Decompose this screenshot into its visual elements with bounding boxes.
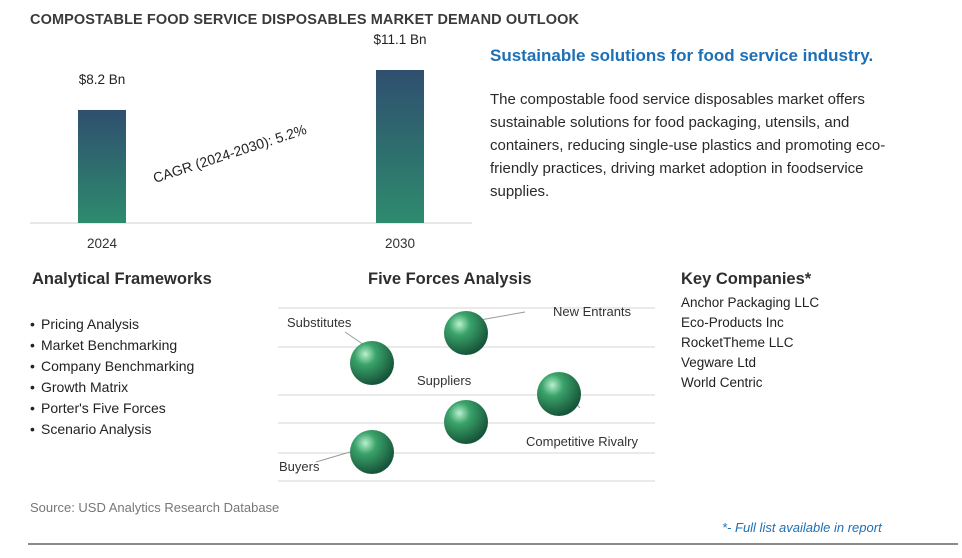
company-item: RocketTheme LLC (681, 335, 794, 350)
five-forces-diagram: Substitutes New Entrants Suppliers Compe… (278, 304, 655, 482)
bullet-icon: • (30, 316, 35, 332)
summary-description: The compostable food service disposables… (490, 91, 886, 200)
x-tick-label-2024: 2024 (87, 236, 118, 251)
competitive-rivalry-label: Competitive Rivalry (526, 434, 638, 449)
bullet-icon: • (30, 337, 35, 353)
framework-item: • Porter's Five Forces (30, 398, 194, 419)
substitutes-label: Substitutes (287, 315, 352, 330)
frameworks-heading: Analytical Frameworks (32, 270, 212, 288)
framework-item: • Pricing Analysis (30, 314, 194, 335)
framework-item: • Company Benchmarking (30, 356, 194, 377)
bar-2030 (376, 70, 424, 223)
new-entrants-sphere (444, 311, 488, 355)
bullet-icon: • (30, 400, 35, 416)
buyers-sphere (350, 430, 394, 474)
suppliers-sphere (537, 372, 581, 416)
bar-2024 (78, 109, 126, 223)
suppliers-label: Suppliers (417, 373, 472, 388)
bullet-icon: • (30, 379, 35, 395)
page-title: COMPOSTABLE FOOD SERVICE DISPOSABLES MAR… (30, 12, 580, 28)
company-item: Vegware Ltd (681, 355, 757, 370)
company-item: World Centric (681, 375, 763, 390)
market-bar-chart: $8.2 Bn $11.1 Bn 2024 2030 CAGR (2024-20… (30, 32, 472, 251)
bottom-divider (28, 543, 958, 545)
new-entrants-label: New Entrants (553, 304, 632, 319)
key-companies-heading: Key Companies* (681, 270, 812, 288)
company-item: Eco-Products Inc (681, 315, 784, 330)
frameworks-list: • Pricing Analysis • Market Benchmarking •… (30, 314, 194, 440)
key-companies-list: Anchor Packaging LLC Eco-Products Inc Ro… (681, 293, 819, 393)
bullet-icon: • (30, 421, 35, 437)
substitutes-sphere (350, 341, 394, 385)
summary-headline: Sustainable solutions for food service i… (490, 46, 874, 65)
company-item: Anchor Packaging LLC (681, 295, 820, 310)
bar-value-label-2030: $11.1 Bn (373, 32, 426, 47)
framework-item: • Growth Matrix (30, 377, 194, 398)
footnote: *- Full list available in report (722, 520, 882, 535)
source-note: Source: USD Analytics Research Database (30, 500, 280, 515)
framework-item: • Market Benchmarking (30, 335, 194, 356)
competitive-rivalry-sphere (444, 400, 488, 444)
bar-value-label-2024: $8.2 Bn (79, 72, 126, 87)
framework-item: • Scenario Analysis (30, 419, 194, 440)
bullet-icon: • (30, 358, 35, 374)
five-forces-heading: Five Forces Analysis (368, 270, 532, 288)
cagr-annotation: CAGR (2024-2030): 5.2% (151, 121, 308, 186)
x-tick-label-2030: 2030 (385, 236, 415, 251)
buyers-label: Buyers (279, 459, 320, 474)
